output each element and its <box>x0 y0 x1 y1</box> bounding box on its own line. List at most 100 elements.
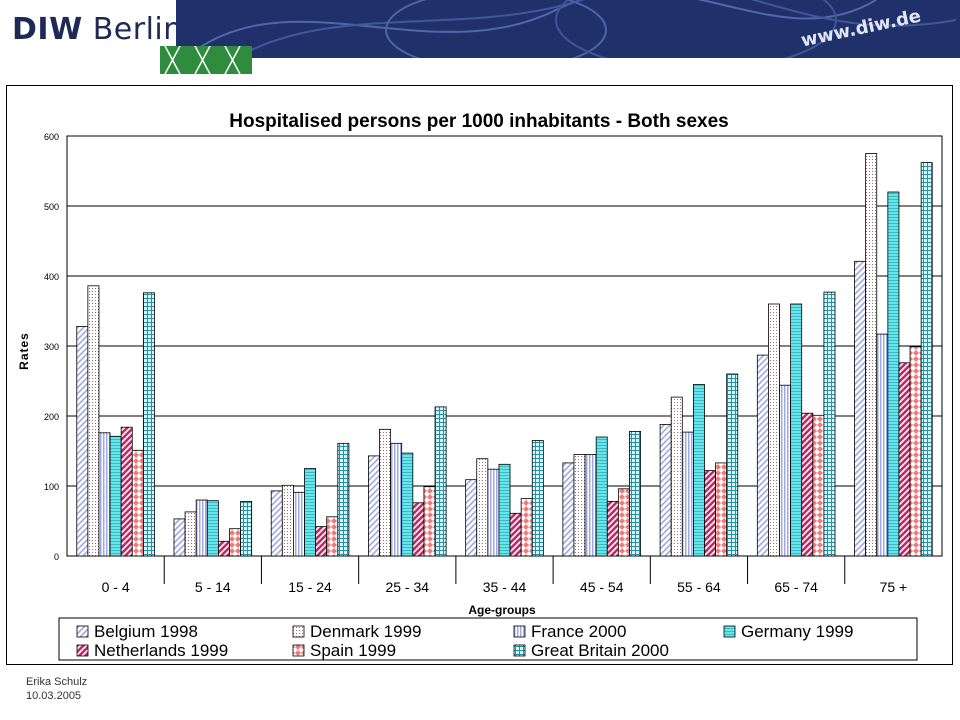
bar-spain-1999-5 <box>617 488 630 557</box>
x-tick-label: 5 - 14 <box>195 579 231 595</box>
bar-denmark-1999-2 <box>281 484 294 557</box>
legend-swatch <box>292 644 305 657</box>
bar-netherlands-1999-5 <box>606 500 619 557</box>
bar-belgium-1998-5 <box>562 462 575 557</box>
bar-france-2000-7 <box>779 384 792 557</box>
bar-netherlands-1999-6 <box>704 470 716 557</box>
bar-great-britain-2000-1 <box>240 500 253 557</box>
bar-spain-1999-6 <box>715 462 728 557</box>
legend-entry-label: Denmark 1999 <box>310 622 422 641</box>
bar-germany-1999-2 <box>304 468 317 557</box>
legend-swatch <box>76 644 89 657</box>
bar-spain-1999-4 <box>520 498 533 557</box>
bar-denmark-1999-7 <box>768 303 780 557</box>
bar-spain-1999-3 <box>423 486 436 557</box>
bar-denmark-1999-1 <box>184 511 197 557</box>
bar-netherlands-1999-3 <box>412 502 425 557</box>
x-tick-label: 35 - 44 <box>483 579 527 595</box>
header: DIW Berlin www.diw.de <box>0 0 960 76</box>
x-axis-label: Age-groups <box>468 603 536 617</box>
y-tick-label: 500 <box>44 202 59 212</box>
y-tick-label: 0 <box>54 552 59 562</box>
bar-germany-1999-5 <box>595 436 608 557</box>
bar-germany-1999-1 <box>206 500 219 557</box>
bar-great-britain-2000-2 <box>337 442 350 557</box>
footer: Erika Schulz 10.03.2005 <box>26 675 87 703</box>
bar-spain-1999-0 <box>131 449 144 557</box>
bar-spain-1999-7 <box>812 414 825 557</box>
bar-germany-1999-4 <box>498 463 511 557</box>
logo-bold: DIW <box>12 12 83 47</box>
bar-netherlands-1999-4 <box>509 512 522 557</box>
bar-germany-1999-7 <box>790 303 803 557</box>
bar-netherlands-1999-8 <box>898 362 911 557</box>
bar-denmark-1999-5 <box>573 454 586 557</box>
legend-entry-label: Germany 1999 <box>741 622 853 641</box>
bar-great-britain-2000-4 <box>531 440 544 557</box>
legend-swatch <box>723 625 736 638</box>
bar-france-2000-8 <box>876 333 889 557</box>
bar-belgium-1998-1 <box>173 518 186 557</box>
bar-denmark-1999-6 <box>670 396 683 557</box>
bar-great-britain-2000-8 <box>920 162 933 557</box>
y-tick-label: 200 <box>44 412 59 422</box>
legend-entry-label: Spain 1999 <box>310 641 396 660</box>
x-tick-label: 45 - 54 <box>580 579 624 595</box>
bar-netherlands-1999-0 <box>120 426 133 557</box>
y-tick-label: 300 <box>44 342 59 352</box>
bar-belgium-1998-4 <box>465 479 478 557</box>
y-axis-label: Rates <box>17 332 31 370</box>
x-tick-label: 55 - 64 <box>677 579 721 595</box>
presentation-date: 10.03.2005 <box>26 690 82 702</box>
x-tick-label: 15 - 24 <box>288 579 332 595</box>
author-name: Erika Schulz <box>26 676 88 688</box>
bar-denmark-1999-0 <box>87 285 100 557</box>
bar-great-britain-2000-6 <box>726 373 739 557</box>
bar-belgium-1998-2 <box>270 490 283 557</box>
bar-spain-1999-1 <box>229 528 241 557</box>
bar-spain-1999-8 <box>909 346 922 557</box>
bar-belgium-1998-0 <box>76 325 89 557</box>
diw-logo[interactable]: DIW Berlin <box>12 12 183 47</box>
bar-chart: Hospitalised persons per 1000 inhabitant… <box>17 111 943 661</box>
legend-swatch <box>292 625 305 638</box>
bar-france-2000-0 <box>98 432 111 557</box>
legend-entry-label: France 2000 <box>531 622 626 641</box>
legend-entry-label: Netherlands 1999 <box>94 641 228 660</box>
x-tick-label: 75 + <box>880 579 908 595</box>
bar-belgium-1998-3 <box>368 455 380 557</box>
legend-swatch <box>513 644 526 657</box>
bar-denmark-1999-3 <box>379 428 392 557</box>
y-tick-label: 100 <box>44 482 59 492</box>
legend-entry-label: Great Britain 2000 <box>531 641 669 660</box>
legend-swatch <box>513 625 526 638</box>
bar-belgium-1998-6 <box>659 423 672 557</box>
chart-frame: Hospitalised persons per 1000 inhabitant… <box>6 85 953 665</box>
bar-germany-1999-6 <box>692 384 705 557</box>
bar-belgium-1998-7 <box>756 354 769 557</box>
bar-netherlands-1999-7 <box>801 412 814 557</box>
bar-germany-1999-3 <box>401 452 414 557</box>
y-tick-label: 400 <box>44 272 59 282</box>
bar-netherlands-1999-2 <box>315 526 328 557</box>
bar-netherlands-1999-1 <box>217 540 230 557</box>
bar-great-britain-2000-7 <box>823 291 836 557</box>
bar-france-2000-1 <box>195 499 208 557</box>
bar-germany-1999-0 <box>109 435 122 557</box>
bar-belgium-1998-8 <box>854 260 867 557</box>
legend: Belgium 1998 Denmark 1999 France 2000 Germa… <box>58 617 918 661</box>
banner-swirl-graphic <box>195 0 957 58</box>
legend-entry-label: Belgium 1998 <box>94 622 198 641</box>
y-tick-label: 600 <box>44 132 59 142</box>
green-accent-graphic <box>160 46 252 74</box>
bar-france-2000-3 <box>390 442 403 557</box>
bar-france-2000-4 <box>487 468 500 557</box>
bar-france-2000-2 <box>293 491 305 557</box>
bar-great-britain-2000-5 <box>629 430 641 557</box>
bar-denmark-1999-4 <box>476 458 489 557</box>
legend-swatch <box>76 625 89 638</box>
bar-france-2000-5 <box>584 454 597 557</box>
bar-spain-1999-2 <box>326 516 339 557</box>
bar-germany-1999-8 <box>887 191 900 557</box>
legend-box <box>58 617 918 661</box>
